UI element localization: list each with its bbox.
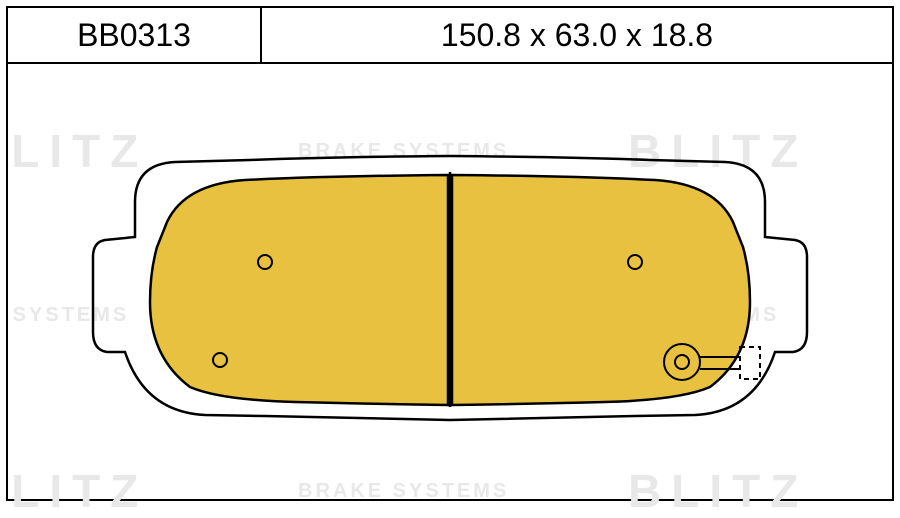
brake-pad-diagram xyxy=(75,122,825,442)
part-spec-frame: BB0313 150.8 x 63.0 x 18.8 BLITZBRAKE SY… xyxy=(6,6,894,501)
header-row: BB0313 150.8 x 63.0 x 18.8 xyxy=(8,8,892,64)
friction-pad-left xyxy=(150,175,448,405)
watermark-brand: BLITZ xyxy=(0,464,148,518)
dimensions-cell: 150.8 x 63.0 x 18.8 xyxy=(262,8,892,62)
watermark-tagline: BRAKE SYSTEMS xyxy=(298,480,509,503)
watermark-brand: BLITZ xyxy=(628,464,808,518)
part-number: BB0313 xyxy=(77,17,191,54)
friction-pad-right xyxy=(452,175,750,405)
diagram-area: BLITZBRAKE SYSTEMSBLITZBRAKE SYSTEMSBLIT… xyxy=(8,64,892,499)
part-number-cell: BB0313 xyxy=(8,8,262,62)
dimensions: 150.8 x 63.0 x 18.8 xyxy=(441,17,713,54)
